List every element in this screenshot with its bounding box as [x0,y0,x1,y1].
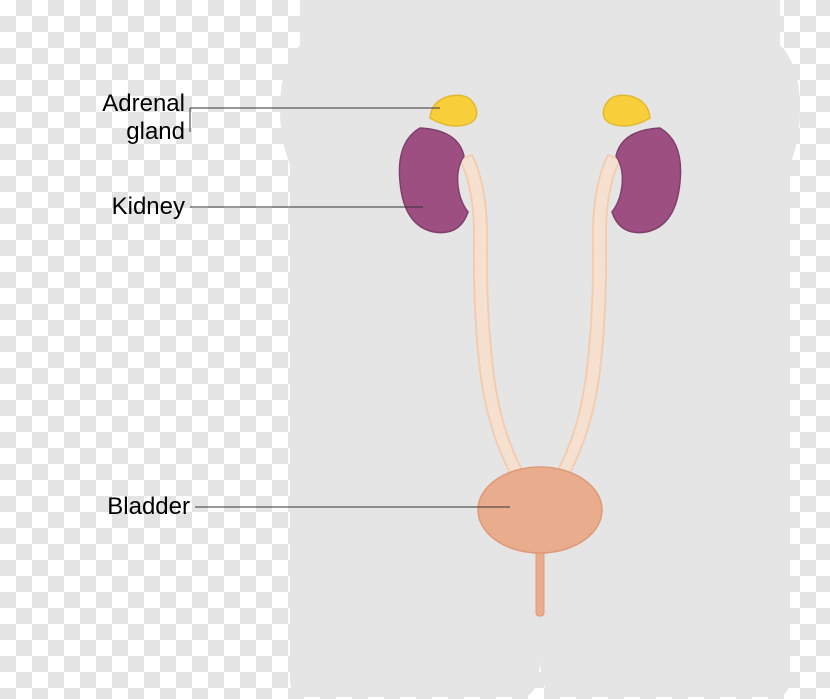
label-adrenal-line1: Adrenal [102,90,185,117]
label-kidney-text: Kidney [112,193,185,220]
diagram-canvas: Adrenal gland Kidney Bladder [0,0,830,699]
label-bladder-text: Bladder [107,493,190,520]
label-adrenal-gland: Adrenal gland [80,90,185,145]
label-bladder: Bladder [80,493,190,521]
urethra [536,548,544,616]
label-kidney: Kidney [80,193,185,221]
label-adrenal-line2: gland [126,118,185,145]
bladder [478,467,602,553]
